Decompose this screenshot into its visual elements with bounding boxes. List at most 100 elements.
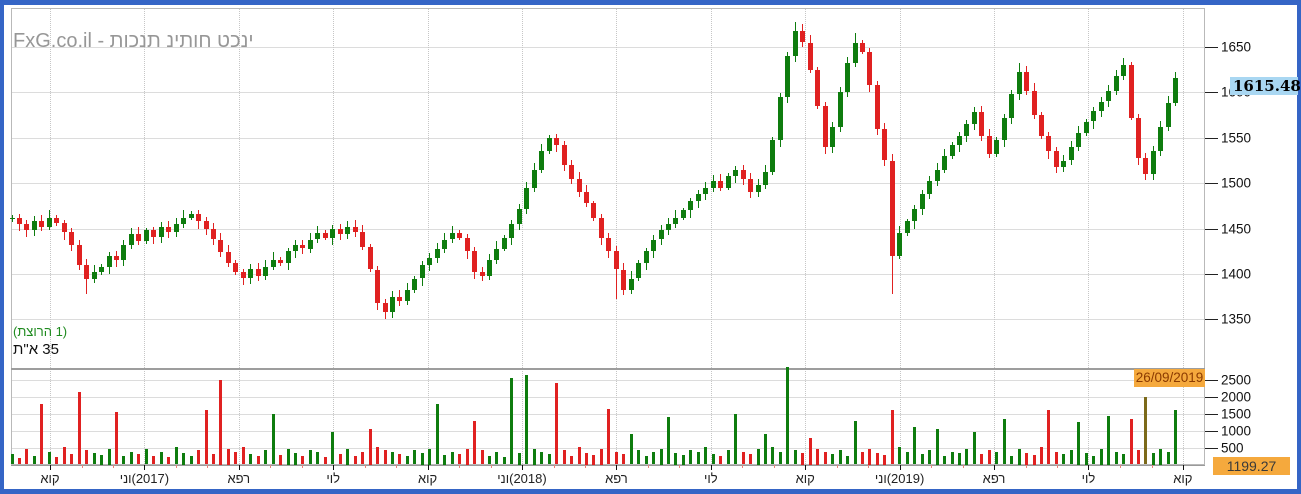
volume-bar[interactable] [383,449,387,465]
volume-bar[interactable] [502,457,506,465]
volume-bar[interactable] [458,454,462,465]
volume-bar[interactable] [346,449,350,465]
candle-down[interactable] [84,264,90,280]
candle-up[interactable] [688,201,694,211]
candle-down[interactable] [203,221,209,229]
volume-bar[interactable] [10,453,14,465]
candle-down[interactable] [225,252,231,264]
candle-up[interactable] [919,194,925,209]
candle-up[interactable] [270,259,276,267]
volume-bar[interactable] [1084,453,1088,465]
volume-bar[interactable] [525,374,529,465]
volume-bar[interactable] [905,451,909,465]
volume-bar[interactable] [1144,396,1148,465]
volume-bar[interactable] [405,455,409,465]
candle-down[interactable] [554,137,560,146]
candle-up[interactable] [897,233,903,256]
candle-up[interactable] [643,251,649,264]
volume-bar[interactable] [25,449,29,465]
candle-up[interactable] [636,263,642,279]
volume-bar[interactable] [241,446,245,465]
candle-down[interactable] [113,255,119,261]
volume-bar[interactable] [726,450,730,465]
volume-bar[interactable] [1107,415,1111,465]
volume-bar[interactable] [614,451,618,465]
candle-down[interactable] [479,272,485,276]
candle-up[interactable] [1009,94,1015,118]
candle-up[interactable] [419,264,425,279]
candle-down[interactable] [255,268,261,276]
candle-up[interactable] [1158,126,1164,152]
candle-down[interactable] [24,224,30,231]
candle-down[interactable] [76,244,82,265]
volume-bar[interactable] [331,432,335,465]
candle-up[interactable] [531,169,537,188]
volume-bar[interactable] [756,449,760,465]
candle-up[interactable] [248,268,254,278]
candle-down[interactable] [457,233,463,238]
volume-bar[interactable] [547,454,551,465]
volume-bar[interactable] [55,457,59,465]
volume-bar[interactable] [338,454,342,465]
volume-bar[interactable] [689,450,693,465]
candle-up[interactable] [494,248,500,261]
crosshair-volume-tag[interactable]: 1199.27 [1213,457,1290,475]
candle-down[interactable] [1143,157,1149,175]
candle-up[interactable] [404,290,410,302]
volume-bar[interactable] [1151,453,1155,465]
volume-bar[interactable] [92,452,96,465]
candle-up[interactable] [1061,160,1067,167]
volume-bar[interactable] [294,453,297,465]
candle-down[interactable] [576,178,582,193]
candle-up[interactable] [927,181,933,195]
candle-down[interactable] [196,214,201,222]
candle-up[interactable] [733,169,739,176]
candle-up[interactable] [412,278,418,291]
candle-down[interactable] [874,85,880,129]
volume-bar[interactable] [890,410,894,465]
candle-down[interactable] [606,237,612,252]
candle-down[interactable] [166,226,172,233]
volume-bar[interactable] [510,378,514,465]
candle-up[interactable] [770,139,776,173]
volume-bar[interactable] [249,454,253,465]
candle-down[interactable] [613,251,619,270]
volume-bar[interactable] [965,449,969,465]
volume-bar[interactable] [353,455,357,465]
candle-up[interactable] [188,214,194,218]
volume-bar[interactable] [778,451,782,465]
volume-bar[interactable] [1062,454,1066,465]
candle-up[interactable] [509,224,515,238]
volume-bar[interactable] [1114,451,1118,465]
candle-up[interactable] [1173,78,1179,104]
candle-down[interactable] [337,228,343,234]
volume-bar[interactable] [734,413,738,465]
volume-bar[interactable] [972,432,976,465]
candle-up[interactable] [1016,72,1022,95]
volume-bar[interactable] [264,450,268,465]
volume-bar[interactable] [696,452,700,465]
candle-up[interactable] [434,248,440,258]
volume-bar[interactable] [555,383,559,465]
candle-up[interactable] [143,230,149,242]
volume-bar[interactable] [182,453,186,465]
candle-up[interactable] [501,237,507,249]
volume-bar[interactable] [629,434,633,465]
volume-bar[interactable] [226,449,230,465]
volume-bar[interactable] [167,457,171,465]
volume-bar[interactable] [771,446,775,465]
volume-bar[interactable] [487,455,491,465]
volume-bar[interactable] [637,450,641,465]
volume-bar[interactable] [681,455,685,465]
candle-down[interactable] [367,246,373,270]
candle-up[interactable] [942,156,947,170]
volume-bar[interactable] [1174,410,1178,465]
volume-bar[interactable] [935,429,939,465]
candle-down[interactable] [382,303,388,313]
candle-down[interactable] [54,217,60,224]
candle-down[interactable] [233,263,239,273]
volume-bar[interactable] [122,456,126,465]
candle-up[interactable] [9,217,15,220]
volume-bar[interactable] [577,446,581,465]
volume-bar[interactable] [644,455,648,465]
